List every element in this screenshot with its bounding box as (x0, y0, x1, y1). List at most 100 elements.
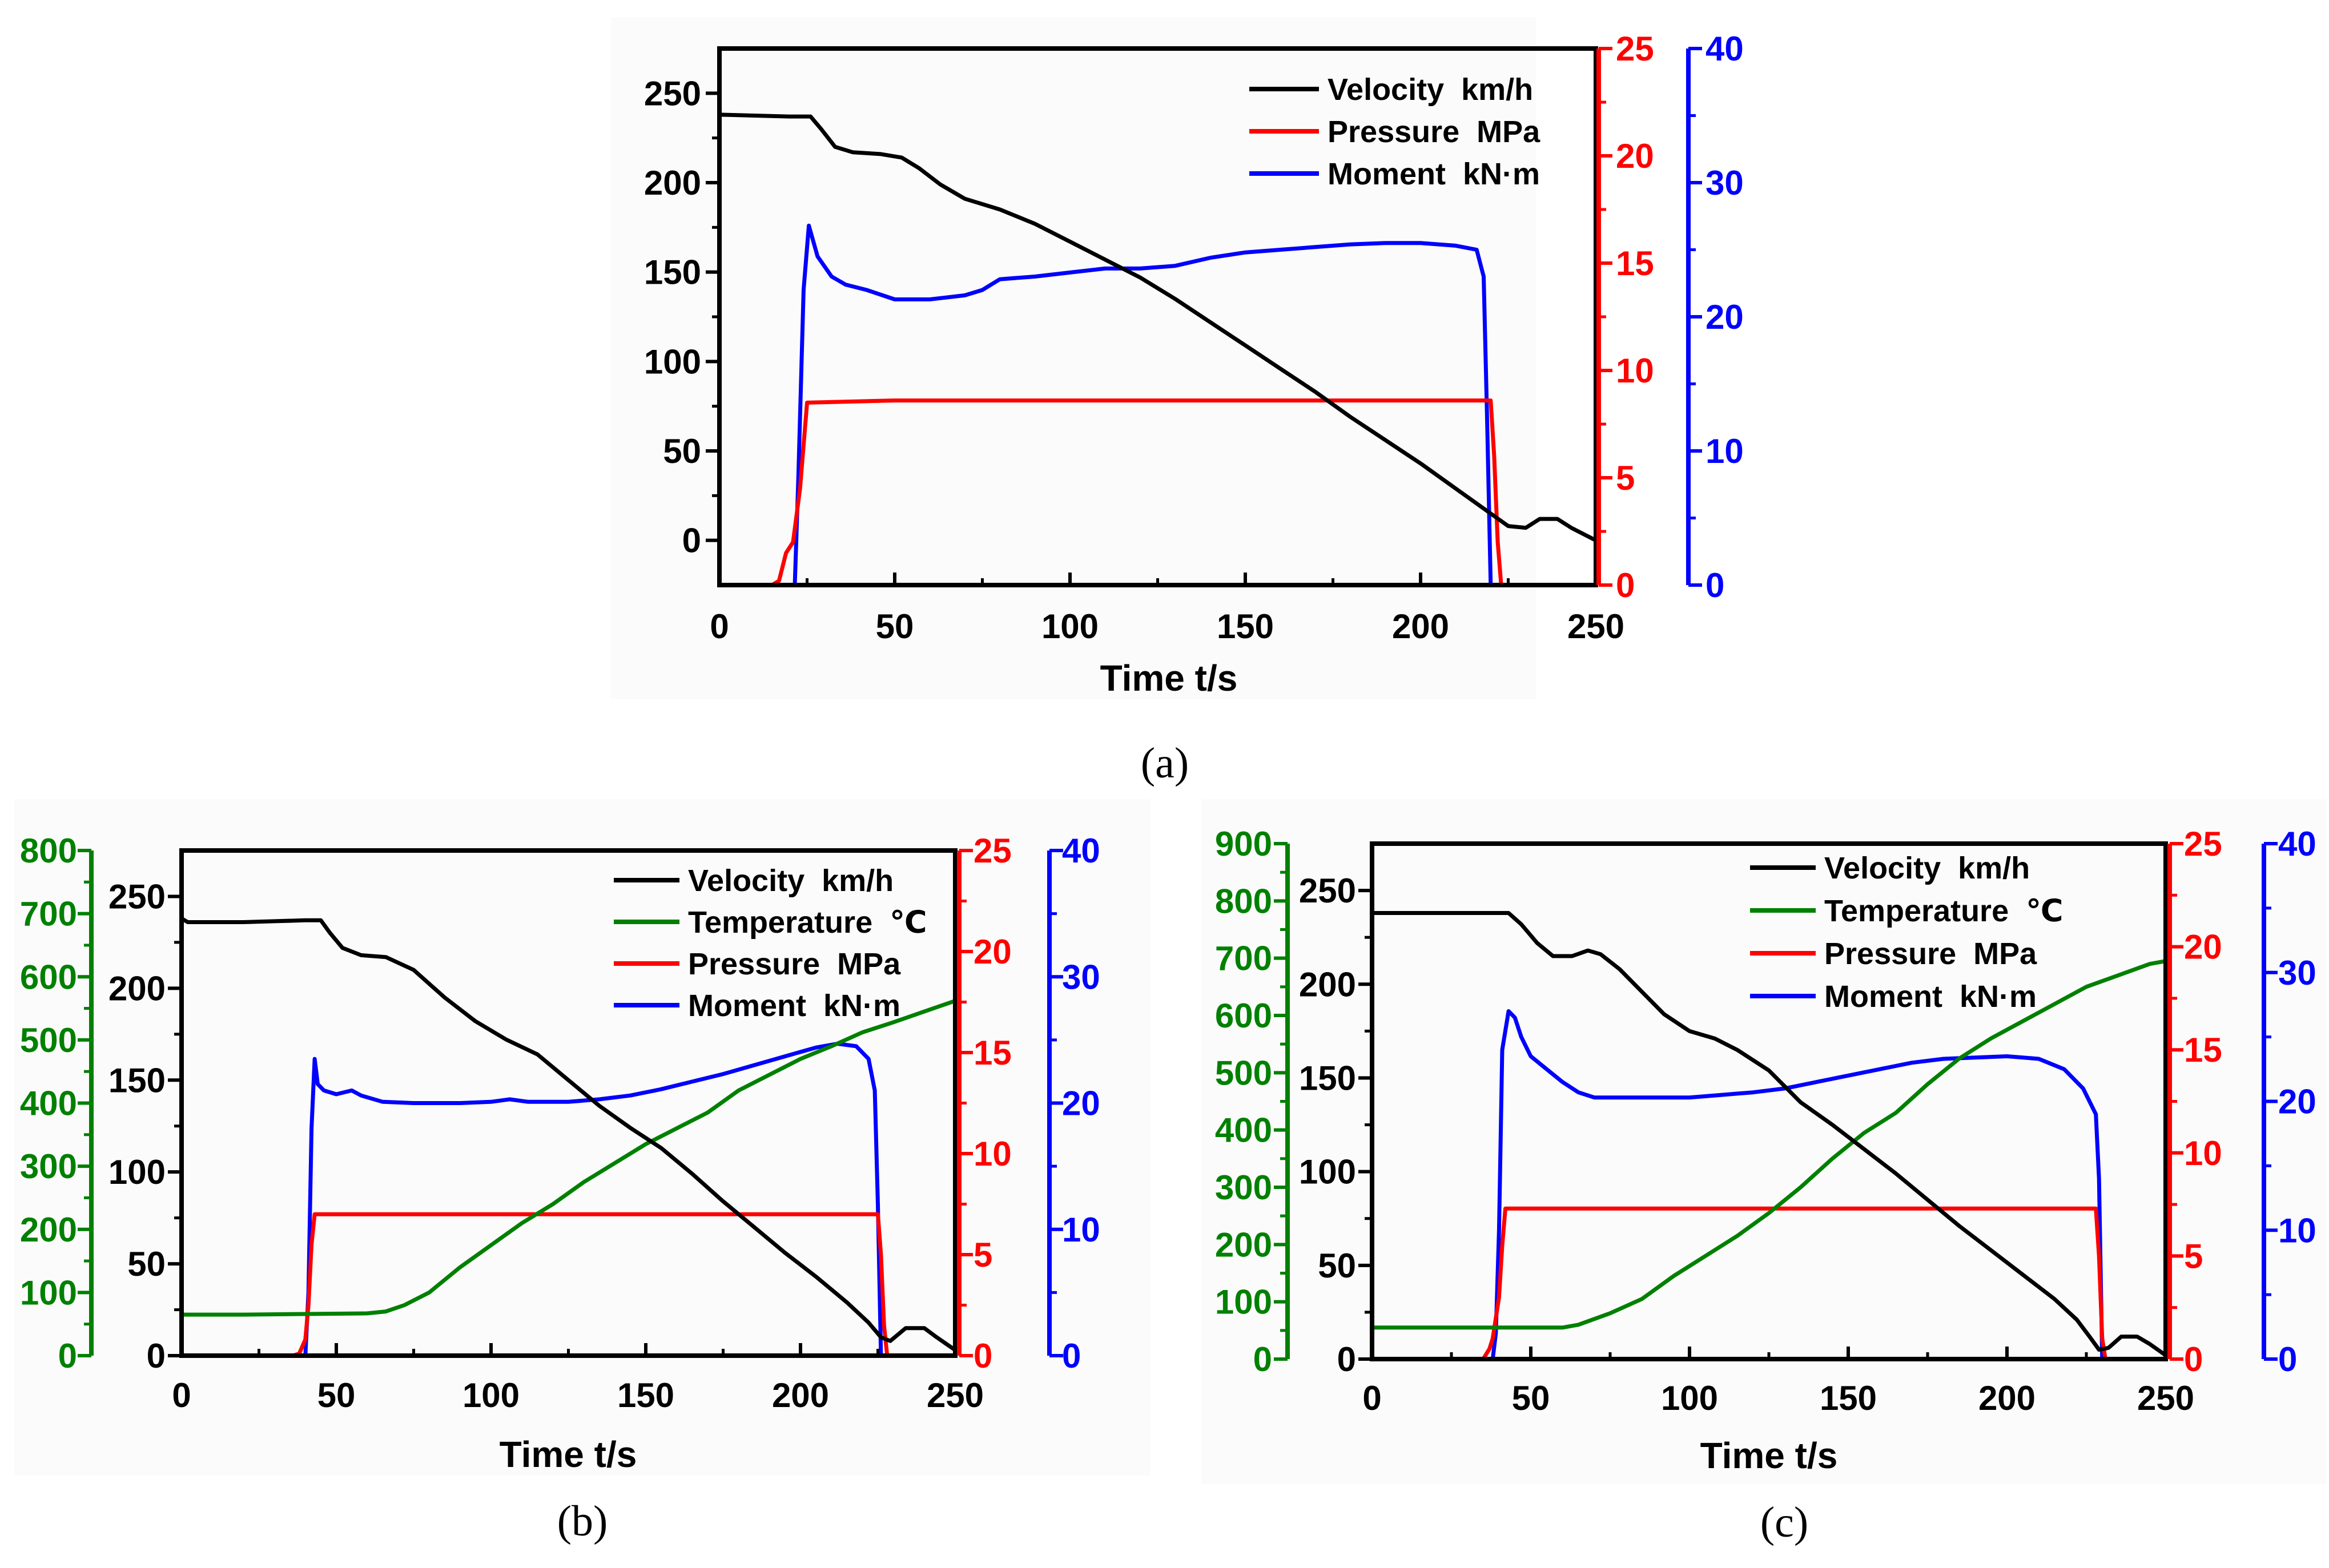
panel-a-left-tick-label: 50 (663, 432, 701, 470)
panel-a-series (717, 112, 1598, 587)
panel-c-temp-tick-label: 400 (1215, 1111, 1272, 1150)
panel-b-legend-label-velocity-km-h: Velocity km/h (688, 864, 894, 898)
panel-b-temp-tick-label: 800 (20, 832, 77, 870)
panel-b-caption: (b) (557, 1497, 608, 1545)
panel-c-axes: 0 50 100 150 200 2500100200300400500600700800… (1215, 825, 2316, 1417)
panel-c-x-tick-label: 100 (1661, 1379, 1718, 1417)
panel-b-axes: 0 50 100 150 200 2500100200300400500600700800… (20, 832, 1100, 1414)
panel-c-right1-tick-label: 5 (2184, 1237, 2203, 1275)
panel-c-legend-label-pressure-mpa: Pressure MPa (1824, 937, 2037, 971)
panel-c-right1-tick-label: 20 (2184, 928, 2222, 966)
panel-a-axes: 0 50 100 150 200 2500501001502002500510152025… (644, 30, 1744, 646)
panel-c-x-tick-label: 250 (2137, 1379, 2194, 1417)
panel-a-legend: Velocity km/h Pressure MPa Moment kN·m (1249, 72, 1540, 191)
panel-c-series-pressure-mpa (1370, 1206, 2168, 1361)
panel-c-temp-tick-label: 100 (1215, 1283, 1272, 1321)
panel-b-right2-tick-label: 40 (1062, 832, 1100, 870)
panel-a-right1-tick-label: 15 (1616, 244, 1654, 283)
panel-a-left-tick-label: 150 (644, 253, 701, 292)
panel-b-right2-tick-label: 20 (1062, 1085, 1100, 1123)
panel-b: 0 50 100 150 200 2500100200300400500600700800… (14, 799, 1151, 1545)
panel-a: 0 50 100 150 200 2500501001502002500510152025… (611, 17, 1744, 787)
panel-b-x-tick-label: 100 (462, 1376, 520, 1414)
panel-b-right1-tick-label: 15 (974, 1034, 1012, 1072)
panel-a-left-tick-label: 200 (644, 164, 701, 202)
panel-b-x-tick-label: 200 (772, 1376, 829, 1414)
panel-b-right1-tick-label: 20 (974, 933, 1012, 971)
panel-c-left-tick-label: 0 (1337, 1340, 1356, 1378)
panel-c-right2-tick-label: 40 (2278, 825, 2316, 863)
panel-a-x-tick-label: 200 (1392, 607, 1449, 646)
panel-c-right2-tick-label: 20 (2278, 1083, 2316, 1121)
panel-b-series-temperature (179, 998, 958, 1317)
panel-b-series-pressure-mpa (179, 1212, 958, 1358)
panel-b-x-tick-label: 50 (317, 1376, 356, 1414)
panel-a-right2-tick-label: 10 (1705, 432, 1744, 470)
panel-c-right1-tick-label: 0 (2184, 1340, 2203, 1378)
panel-b-left-tick-label: 200 (108, 969, 166, 1007)
panel-c-series (1370, 911, 2168, 1361)
panel-c-right2-tick-label: 10 (2278, 1211, 2316, 1249)
panel-b-right1-tick-label: 25 (974, 832, 1012, 870)
panel-b-right2-tick-label: 10 (1062, 1211, 1100, 1249)
panel-c-right1-tick-label: 15 (2184, 1031, 2222, 1069)
panel-b-right2-tick-label: 0 (1062, 1337, 1081, 1375)
panel-b-left-tick-label: 0 (147, 1337, 166, 1375)
panel-a-right1-tick-label: 5 (1616, 459, 1635, 497)
panel-b-temp-tick-label: 500 (20, 1021, 77, 1059)
panel-a-legend-label-pressure-mpa: Pressure MPa (1328, 115, 1540, 149)
panel-b-legend-label-moment-kn-m: Moment kN·m (688, 989, 900, 1023)
panel-c-temp-tick-label: 800 (1215, 882, 1272, 920)
panel-c-left-tick-label: 100 (1299, 1153, 1356, 1191)
panel-c-temp-tick-label: 500 (1215, 1054, 1272, 1092)
panel-c-x-axis-label: Time t/s (1700, 1435, 1838, 1476)
panel-a-x-axis-label: Time t/s (1100, 658, 1238, 699)
panel-b-legend-label-pressure-mpa: Pressure MPa (688, 947, 901, 981)
panel-a-series-pressure-mpa (717, 398, 1598, 587)
panel-c-temp-tick-label: 0 (1253, 1340, 1272, 1378)
panel-c-temp-tick-label: 900 (1215, 825, 1272, 863)
panel-b-legend-label-temperature: Temperature ℃ (688, 905, 927, 940)
panel-a-right1-tick-label: 10 (1616, 352, 1654, 390)
panel-b-right2-tick-label: 30 (1062, 958, 1100, 996)
panel-b-x-tick-label: 250 (927, 1376, 984, 1414)
panel-a-x-tick-label: 0 (710, 607, 729, 646)
panel-a-legend-label-velocity-km-h: Velocity km/h (1328, 72, 1533, 107)
panel-a-right2-tick-label: 20 (1705, 298, 1744, 336)
panel-b-temp-tick-label: 700 (20, 895, 77, 933)
panel-a-series-velocity-km-h (717, 112, 1598, 543)
panel-b-right1-tick-label: 5 (974, 1236, 992, 1274)
panel-a-right1-tick-label: 25 (1616, 30, 1654, 68)
panel-b-left-tick-label: 50 (127, 1245, 166, 1283)
panel-c-temp-tick-label: 200 (1215, 1226, 1272, 1264)
panel-b-series (179, 916, 958, 1358)
panel-c-left-tick-label: 200 (1299, 965, 1356, 1003)
panel-c-x-tick-label: 150 (1820, 1379, 1877, 1417)
panel-c-x-tick-label: 200 (1978, 1379, 2036, 1417)
panel-b-legend: Velocity km/h Temperature ℃ Pressure MPa Mo… (614, 864, 927, 1023)
panel-b-x-axis-label: Time t/s (500, 1434, 637, 1475)
panel-c-right1-tick-label: 25 (2184, 825, 2222, 863)
panel-c-series-temperature (1370, 959, 2168, 1330)
panel-c-temp-tick-label: 300 (1215, 1168, 1272, 1207)
panel-a-right2-tick-label: 30 (1705, 164, 1744, 202)
panel-c-temp-tick-label: 600 (1215, 997, 1272, 1035)
panel-b-left-tick-label: 100 (108, 1153, 166, 1191)
panel-a-x-tick-label: 100 (1041, 607, 1099, 646)
panel-c-legend-label-temperature: Temperature ℃ (1824, 894, 2063, 928)
panel-c-caption: (c) (1760, 1498, 1808, 1546)
panel-c-temp-tick-label: 700 (1215, 940, 1272, 978)
panel-c-legend-label-moment-kn-m: Moment kN·m (1824, 980, 2037, 1014)
panel-b-temp-tick-label: 0 (58, 1337, 77, 1375)
panel-a-left-tick-label: 250 (644, 74, 701, 112)
panel-a-right2-tick-label: 0 (1705, 566, 1724, 604)
panel-a-left-tick-label: 0 (682, 522, 701, 560)
panel-a-x-tick-label: 50 (876, 607, 914, 646)
panel-b-x-tick-label: 0 (172, 1376, 191, 1414)
panel-c-left-tick-label: 50 (1318, 1247, 1356, 1285)
panel-c-series-moment-kn-m (1370, 1009, 2168, 1361)
panel-b-series-velocity-km-h (179, 916, 958, 1352)
panel-c-right2-tick-label: 30 (2278, 954, 2316, 992)
panel-b-temp-tick-label: 300 (20, 1147, 77, 1186)
panel-b-x-tick-label: 150 (617, 1376, 674, 1414)
